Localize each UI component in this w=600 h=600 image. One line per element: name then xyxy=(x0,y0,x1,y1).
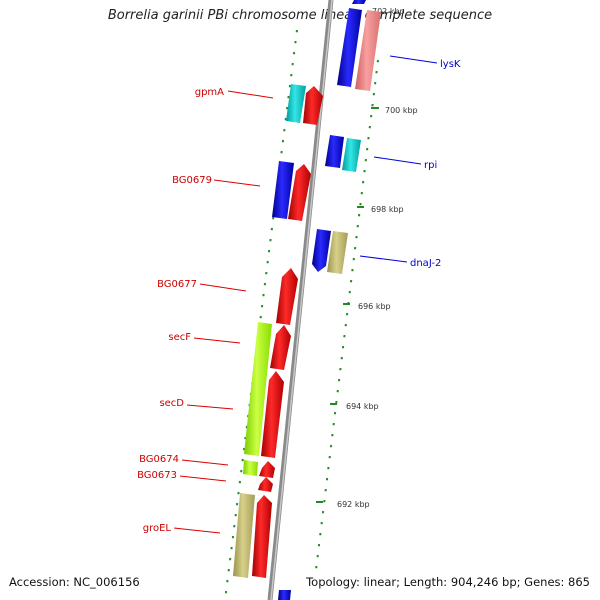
leader-gpmA xyxy=(227,90,274,99)
gene-labels: gpmA BG0679 BG0677 secF secD BG0674 BG06… xyxy=(137,59,461,534)
label-dnaJ-2: dnaJ-2 xyxy=(410,258,441,269)
tick-label: 696 kbp xyxy=(358,302,391,311)
gene-BG0679 xyxy=(288,164,311,221)
gene-BG0677 xyxy=(276,268,298,325)
gene-rpi-blue xyxy=(325,135,344,168)
tick-label-cut: 702 kbp xyxy=(372,7,405,16)
gene-bottom-blue xyxy=(278,590,291,600)
kbp-ticks: 700 kbp 698 kbp 696 kbp 694 kbp 692 kbp xyxy=(316,106,418,509)
leader-BG0679 xyxy=(213,179,261,187)
gene-dnaJ-2 xyxy=(327,231,348,274)
gene-lysK xyxy=(355,10,381,91)
tick-label: 694 kbp xyxy=(346,402,379,411)
label-rpi: rpi xyxy=(424,160,437,171)
gene-secF-lime xyxy=(244,322,272,456)
gene-groEL-tan xyxy=(233,493,255,578)
gene-groEL xyxy=(252,495,272,578)
label-groEL: groEL xyxy=(143,523,172,534)
gene-dnaJ-2-blue xyxy=(312,229,331,272)
gene-rpi xyxy=(342,138,361,172)
gene-BG0674-lime xyxy=(243,460,258,476)
gene-top-blue xyxy=(352,0,366,4)
leader-BG0677 xyxy=(199,283,247,292)
leader-secD xyxy=(186,404,234,410)
gene-gpmA xyxy=(303,86,323,125)
label-gpmA: gpmA xyxy=(195,87,224,98)
tick-label: 700 kbp xyxy=(385,106,418,115)
label-BG0677: BG0677 xyxy=(157,279,197,290)
leader-dnaJ-2 xyxy=(359,255,408,263)
gene-secD xyxy=(261,371,284,458)
leader-rpi xyxy=(373,156,422,165)
label-lysK: lysK xyxy=(440,59,461,70)
label-BG0673: BG0673 xyxy=(137,470,177,481)
left-leader-lines xyxy=(173,90,274,534)
leader-BG0673 xyxy=(179,475,227,482)
tick-label: 692 kbp xyxy=(337,500,370,509)
topology-text: Topology: linear; Length: 904,246 bp; Ge… xyxy=(306,575,590,589)
leader-BG0674 xyxy=(181,459,229,466)
right-strand-genes xyxy=(278,0,381,600)
leader-groEL xyxy=(173,527,221,534)
gene-gpmA-cyan xyxy=(286,84,306,123)
gene-BG0674 xyxy=(259,461,275,478)
label-BG0679: BG0679 xyxy=(172,175,212,186)
leader-lysK xyxy=(389,55,438,64)
gene-secF xyxy=(270,325,291,370)
right-leader-lines xyxy=(359,55,438,263)
label-secD: secD xyxy=(159,398,184,409)
label-secF: secF xyxy=(168,332,191,343)
gene-lysK-blue xyxy=(337,8,362,87)
gene-BG0673 xyxy=(258,477,273,492)
tick-label: 698 kbp xyxy=(371,205,404,214)
label-BG0674: BG0674 xyxy=(139,454,179,465)
gene-BG0679-blue xyxy=(272,161,294,219)
accession-text: Accession: NC_006156 xyxy=(9,575,140,589)
left-strand-genes xyxy=(233,84,323,578)
leader-secF xyxy=(193,337,241,344)
map-title: Borrelia garinii PBi chromosome linear, … xyxy=(107,8,493,23)
